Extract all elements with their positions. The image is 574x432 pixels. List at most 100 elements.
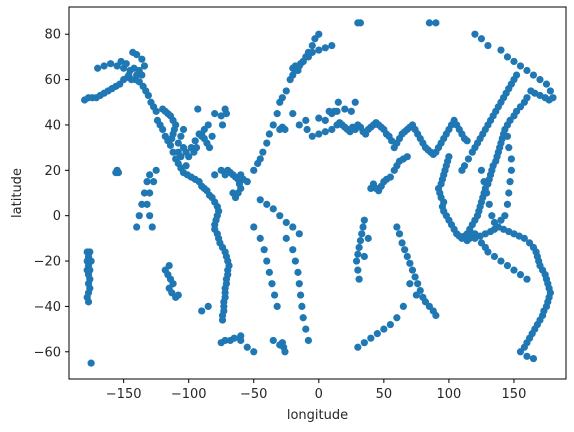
data-point: [294, 66, 302, 75]
data-point: [143, 200, 151, 208]
data-point: [174, 148, 182, 156]
data-point: [529, 354, 538, 363]
x-tick-label: 100: [436, 387, 461, 402]
data-point: [146, 212, 154, 220]
data-point: [328, 125, 336, 134]
data-point: [408, 266, 417, 274]
data-point: [237, 332, 245, 340]
data-point: [315, 30, 323, 38]
data-point: [84, 298, 93, 306]
data-point: [463, 237, 471, 245]
data-point: [386, 173, 394, 181]
data-point: [259, 148, 267, 156]
data-point: [480, 178, 488, 186]
data-point: [296, 291, 305, 299]
data-point: [230, 334, 238, 342]
data-point: [256, 155, 264, 163]
data-point: [143, 178, 151, 186]
data-point: [393, 314, 401, 322]
data-point: [321, 44, 329, 52]
data-point: [169, 148, 177, 156]
data-point: [360, 216, 368, 224]
data-point: [399, 302, 407, 311]
data-point: [503, 261, 512, 270]
data-point: [351, 98, 359, 106]
data-point: [294, 268, 302, 276]
data-point: [263, 200, 271, 208]
x-tick-label: −150: [106, 387, 142, 402]
data-point: [485, 200, 493, 208]
data-point: [152, 166, 160, 174]
data-point: [291, 257, 299, 265]
points-layer: [81, 19, 557, 367]
data-point: [289, 110, 297, 118]
x-tick-label: 150: [502, 387, 527, 402]
data-point: [302, 325, 310, 333]
data-point: [204, 302, 212, 311]
data-point: [395, 230, 404, 238]
data-point: [321, 128, 329, 136]
data-point: [523, 352, 531, 360]
data-point: [165, 261, 173, 270]
data-point: [507, 166, 515, 174]
x-tick-label: 0: [315, 387, 323, 402]
data-point: [406, 280, 414, 288]
y-tick-label: 20: [44, 164, 61, 179]
data-point: [386, 320, 394, 329]
data-point: [333, 107, 341, 115]
data-point: [260, 246, 268, 254]
data-point: [432, 19, 440, 27]
data-point: [114, 168, 123, 177]
data-point: [268, 280, 276, 288]
data-point: [265, 268, 273, 276]
x-tick-label: −100: [171, 387, 207, 402]
data-point: [546, 87, 554, 95]
data-point: [185, 153, 193, 161]
data-point: [341, 105, 349, 113]
data-point: [177, 132, 185, 140]
data-point: [295, 230, 303, 238]
data-point: [133, 51, 141, 59]
data-point: [250, 166, 258, 174]
data-point: [166, 141, 175, 149]
data-point: [432, 311, 440, 320]
data-point: [269, 205, 277, 213]
data-point: [477, 35, 486, 43]
x-axis-ticks: −150 −100 −50 0 50 100 150: [106, 379, 527, 402]
data-point: [403, 252, 411, 261]
data-point: [208, 132, 216, 140]
data-point: [140, 189, 149, 197]
data-point: [148, 223, 156, 231]
data-point: [159, 125, 167, 134]
data-point: [364, 234, 372, 242]
data-point: [138, 71, 146, 79]
data-point: [299, 314, 307, 322]
data-point: [298, 302, 306, 311]
data-point: [295, 280, 303, 288]
data-point: [179, 125, 188, 134]
data-point: [243, 178, 251, 186]
data-point: [483, 189, 491, 197]
data-point: [516, 271, 525, 279]
data-point: [146, 171, 154, 179]
y-tick-label: 40: [44, 118, 61, 133]
data-point: [360, 252, 368, 261]
data-point: [86, 266, 94, 274]
data-point: [503, 200, 512, 208]
data-point: [168, 134, 176, 143]
data-point: [135, 212, 143, 220]
data-point: [503, 53, 512, 61]
data-point: [303, 125, 311, 134]
data-point: [477, 166, 486, 174]
data-point: [250, 223, 258, 231]
data-point: [94, 64, 102, 72]
data-point: [138, 55, 146, 63]
data-point: [471, 30, 479, 38]
data-point: [464, 155, 473, 163]
data-point: [190, 148, 198, 156]
data-point: [463, 137, 471, 145]
data-point: [484, 248, 492, 256]
y-tick-label: 0: [53, 209, 61, 224]
data-point: [221, 171, 229, 179]
data-point: [503, 132, 512, 140]
